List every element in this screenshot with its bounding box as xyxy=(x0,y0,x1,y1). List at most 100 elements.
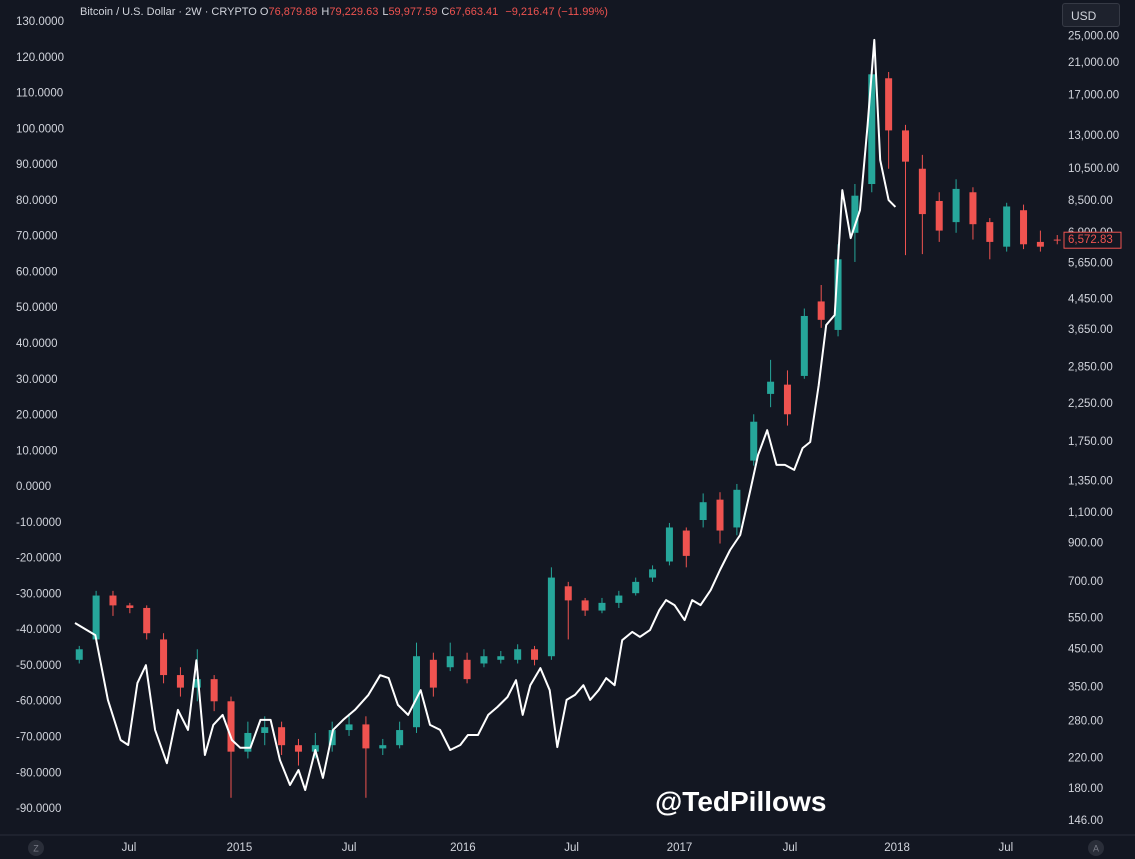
y-tick-label: -10.0000 xyxy=(16,517,61,529)
price-axis-bg xyxy=(1062,0,1135,835)
x-tick-label: Jul xyxy=(564,842,579,854)
candle-body xyxy=(92,595,100,640)
candle-body xyxy=(716,499,724,531)
y-tick-label: 120.0000 xyxy=(16,52,64,64)
candle-body xyxy=(463,659,471,680)
candle-body xyxy=(564,586,572,601)
ohlc-key: C xyxy=(441,6,450,18)
watermark: @TedPillows xyxy=(655,786,827,817)
last-price-box xyxy=(1063,231,1122,249)
ohlc-key: H xyxy=(321,6,330,18)
candle-body xyxy=(952,188,960,223)
y-tick-label: 10.0000 xyxy=(16,445,58,457)
candle-body xyxy=(210,679,218,702)
y-tick-label: 60.0000 xyxy=(16,266,58,278)
ohlc-value: 67,663.41 xyxy=(449,6,499,18)
candle-body xyxy=(665,527,673,562)
y2-tick-label: 1,350.00 xyxy=(1068,476,1113,488)
y-tick-label: 30.0000 xyxy=(16,374,58,386)
candle-body xyxy=(817,301,825,320)
y2-tick-label: 4,450.00 xyxy=(1068,294,1113,306)
candle-body xyxy=(193,679,201,688)
currency-button[interactable]: USD xyxy=(1062,3,1120,27)
y2-tick-label: 5,650.00 xyxy=(1068,257,1113,269)
y-tick-label: 110.0000 xyxy=(16,88,63,100)
control-label: A xyxy=(1093,843,1099,853)
candle-body xyxy=(261,727,269,733)
y-tick-label: 130.0000 xyxy=(16,16,64,28)
y2-tick-label: 2,850.00 xyxy=(1068,362,1113,374)
candle-body xyxy=(379,745,387,749)
y2-tick-label: 10,500.00 xyxy=(1068,163,1119,175)
candle-body xyxy=(632,581,640,594)
candle-body xyxy=(733,489,741,528)
y-tick-label: 100.0000 xyxy=(16,123,64,135)
y-tick-label: 40.0000 xyxy=(16,338,58,350)
candle-body xyxy=(396,730,404,746)
y2-tick-label: 700.00 xyxy=(1068,576,1103,588)
y2-tick-label: 25,000.00 xyxy=(1068,30,1119,42)
candle-body xyxy=(699,502,707,521)
candle-body xyxy=(278,727,286,746)
candle-body xyxy=(1020,210,1028,245)
y2-tick-label: 1,750.00 xyxy=(1068,436,1113,448)
ohlc-key: L xyxy=(382,6,389,18)
y2-tick-label: 350.00 xyxy=(1068,682,1103,694)
y-tick-label: -40.0000 xyxy=(16,624,61,636)
candle-body xyxy=(547,577,555,657)
candle-body xyxy=(1003,206,1011,247)
candle-body xyxy=(581,600,589,611)
candle-body xyxy=(143,607,151,634)
y2-tick-label: 146.00 xyxy=(1068,815,1103,827)
candle-body xyxy=(109,595,117,606)
candle-body xyxy=(176,675,184,688)
candle-body xyxy=(598,602,606,611)
y2-tick-label: 13,000.00 xyxy=(1068,130,1119,142)
candle-body xyxy=(362,724,370,749)
x-tick-label: Jul xyxy=(998,842,1013,854)
candle-body xyxy=(244,732,252,752)
candle-body xyxy=(901,130,909,162)
ohlc-values: O76,879.88 H79,229.63 L59,977.59 C67,663.41 xyxy=(260,6,502,18)
y2-tick-label: 220.00 xyxy=(1068,752,1103,764)
y2-tick-label: 8,500.00 xyxy=(1068,195,1113,207)
control-button[interactable] xyxy=(28,840,44,856)
candle-body xyxy=(497,656,505,660)
candle-body xyxy=(1036,241,1044,247)
candle-body xyxy=(649,569,657,578)
control-button[interactable] xyxy=(1088,840,1104,856)
y2-tick-label: 450.00 xyxy=(1068,643,1103,655)
y-tick-label: 20.0000 xyxy=(16,410,58,422)
y-tick-label: -30.0000 xyxy=(16,588,61,600)
x-tick-label: 2017 xyxy=(667,842,693,854)
ohlc-value: 79,229.63 xyxy=(329,6,379,18)
candle-body xyxy=(885,78,893,131)
candle-body xyxy=(868,74,876,185)
last-price-label: 6,572.83 xyxy=(1068,234,1113,246)
y-tick-label: 90.0000 xyxy=(16,159,58,171)
price-change: −9,216.47 (−11.99%) xyxy=(505,6,608,18)
x-tick-label: Jul xyxy=(122,842,137,854)
candle-body xyxy=(160,639,168,676)
x-tick-label: 2018 xyxy=(884,842,910,854)
symbol-title: Bitcoin / U.S. Dollar · 2W · CRYPTO xyxy=(80,6,257,18)
y-tick-label: -20.0000 xyxy=(16,553,61,565)
candle-body xyxy=(514,649,522,660)
ohlc-value: 59,977.59 xyxy=(388,6,438,18)
candle-body xyxy=(345,724,353,731)
y2-tick-label: 3,650.00 xyxy=(1068,324,1113,336)
candle-body xyxy=(1053,239,1061,241)
candle-body xyxy=(531,649,539,660)
candle-body xyxy=(834,259,842,330)
x-tick-label: 2015 xyxy=(227,842,253,854)
y-tick-label: -70.0000 xyxy=(16,731,61,743)
y-tick-label: -80.0000 xyxy=(16,767,61,779)
control-label: Z xyxy=(33,843,39,853)
y-tick-label: 70.0000 xyxy=(16,231,58,243)
candle-body xyxy=(851,195,859,233)
y2-tick-label: 180.00 xyxy=(1068,783,1103,795)
ohlc-key: O xyxy=(259,6,269,18)
y-tick-label: -60.0000 xyxy=(16,696,61,708)
y2-tick-label: 900.00 xyxy=(1068,538,1103,550)
